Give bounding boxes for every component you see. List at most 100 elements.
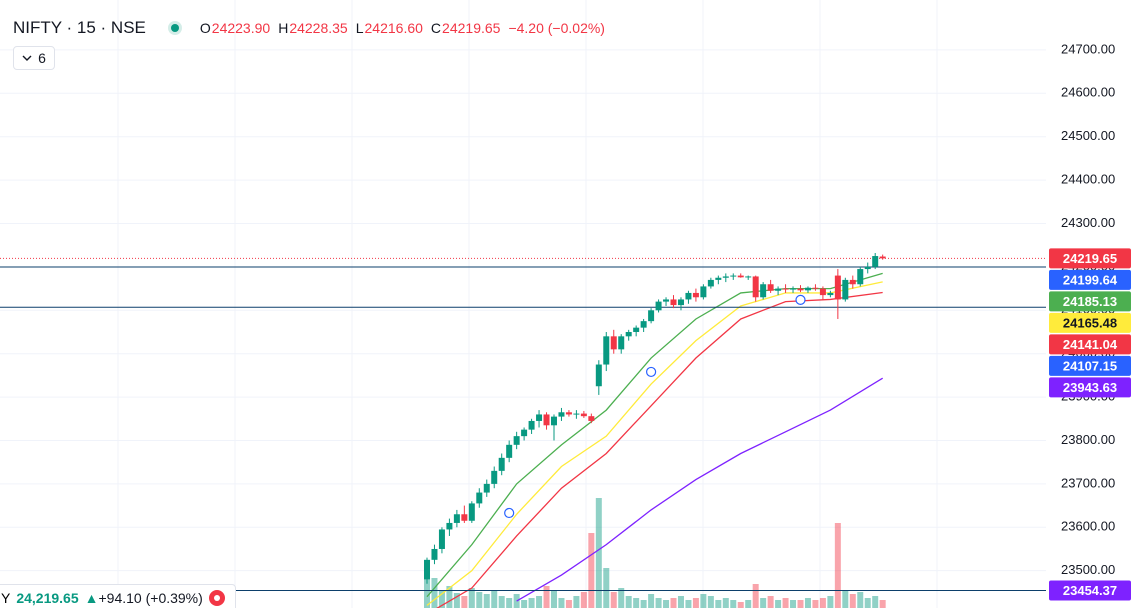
volume-bar	[528, 598, 535, 608]
candle-body	[521, 429, 528, 437]
y-tick-label: 24600.00	[1061, 85, 1115, 100]
price-badge	[1049, 269, 1131, 290]
y-tick-label: 24500.00	[1061, 128, 1115, 143]
price-badge	[1049, 291, 1131, 312]
volume-bar	[521, 600, 528, 608]
volume-bar	[565, 600, 572, 608]
price-badge-label: 24219.65	[1063, 251, 1117, 266]
candle-body	[618, 336, 625, 350]
footer-change-text: +94.10 (+0.39%)	[98, 590, 203, 606]
volume-bar	[670, 598, 677, 608]
y-tick-label: 24400.00	[1061, 172, 1115, 187]
record-button[interactable]	[208, 590, 225, 606]
price-badge	[1049, 334, 1131, 355]
volume-bar	[603, 568, 610, 608]
volume-bar	[722, 598, 729, 608]
indicator-toggle[interactable]: 6	[13, 46, 55, 70]
price-badge	[1049, 377, 1131, 398]
volume-bar	[491, 590, 498, 608]
candle-body	[760, 284, 767, 298]
candle-body	[797, 288, 804, 291]
symbol-footer[interactable]: Y 24,219.65 ▲+94.10 (+0.39%)	[0, 584, 236, 608]
volume-bar	[595, 498, 602, 608]
price-badge-label: 24165.48	[1063, 315, 1117, 330]
candle-body	[857, 269, 864, 285]
candle-body	[730, 275, 737, 277]
candle-body	[722, 276, 729, 278]
volume-bar	[461, 596, 468, 608]
volume-bar	[767, 596, 774, 608]
candle-body	[446, 522, 453, 530]
candle-body	[707, 279, 714, 287]
candle-body	[827, 292, 834, 296]
volume-bar	[804, 598, 811, 608]
candle-body	[670, 299, 677, 306]
candle-body	[804, 287, 811, 291]
candle-body	[573, 413, 580, 415]
volume-bar	[618, 588, 625, 608]
candle-body	[864, 266, 871, 270]
ohlc-value: 24216.60	[364, 20, 423, 36]
candle-body	[550, 416, 557, 426]
volume-bar	[685, 600, 692, 608]
volume-bar	[424, 566, 430, 608]
candle-body	[610, 336, 617, 350]
market-status[interactable]	[167, 21, 182, 35]
volume-bar	[663, 600, 670, 608]
volume-bar	[633, 598, 640, 608]
volume-bar	[476, 592, 483, 608]
volume-bar	[834, 523, 841, 608]
ohlc-label: H	[278, 20, 289, 36]
signal-marker	[645, 366, 657, 378]
symbol[interactable]: NIFTY · 15 · NSE	[13, 18, 146, 37]
candle-body	[663, 299, 670, 302]
volume-bar	[468, 588, 475, 608]
candle-body	[640, 321, 647, 328]
candle-body	[812, 287, 819, 289]
signal-marker	[795, 294, 806, 305]
ohlc-value: 24228.35	[289, 20, 348, 36]
volume-bar	[446, 586, 453, 608]
ohlc-value: 24219.65	[442, 20, 501, 36]
candle-body	[603, 336, 610, 365]
price-badge	[1049, 312, 1131, 333]
candle-body	[842, 279, 849, 300]
ohlc-label: C	[430, 20, 442, 36]
volume-bar	[775, 600, 782, 608]
volume-bar	[782, 598, 789, 608]
volume-bar	[543, 586, 550, 608]
candle-body	[580, 413, 587, 417]
volume-bar	[498, 596, 505, 608]
candle-body	[483, 483, 490, 493]
volume-bar	[438, 590, 445, 608]
candle-body	[565, 412, 572, 415]
candle-body	[775, 288, 782, 291]
volume-bar	[812, 600, 819, 608]
volume-bar	[737, 602, 744, 608]
volume-bar	[827, 596, 834, 608]
footer-price: 24,219.65	[16, 590, 79, 606]
candle-body	[431, 548, 438, 560]
candle-body	[513, 436, 520, 445]
candle-body	[692, 292, 699, 298]
volume-bar	[453, 593, 460, 608]
candle-body	[700, 286, 707, 298]
candle-body	[536, 414, 543, 421]
candle-body	[685, 292, 692, 300]
volume-bar	[580, 592, 587, 608]
moving-average	[426, 272, 883, 598]
candle-body	[737, 275, 744, 278]
price-badge	[1049, 580, 1131, 601]
candle-body	[879, 256, 886, 259]
candle-body	[543, 414, 550, 426]
volume-bar	[655, 598, 662, 608]
candle-body	[715, 277, 722, 280]
y-tick-label: 23500.00	[1061, 562, 1115, 577]
moving-average	[516, 377, 884, 602]
y-tick-label: 23800.00	[1061, 432, 1115, 447]
volume-bar	[842, 590, 849, 608]
volume-bar	[879, 600, 886, 608]
y-tick-label: 23700.00	[1061, 475, 1115, 490]
